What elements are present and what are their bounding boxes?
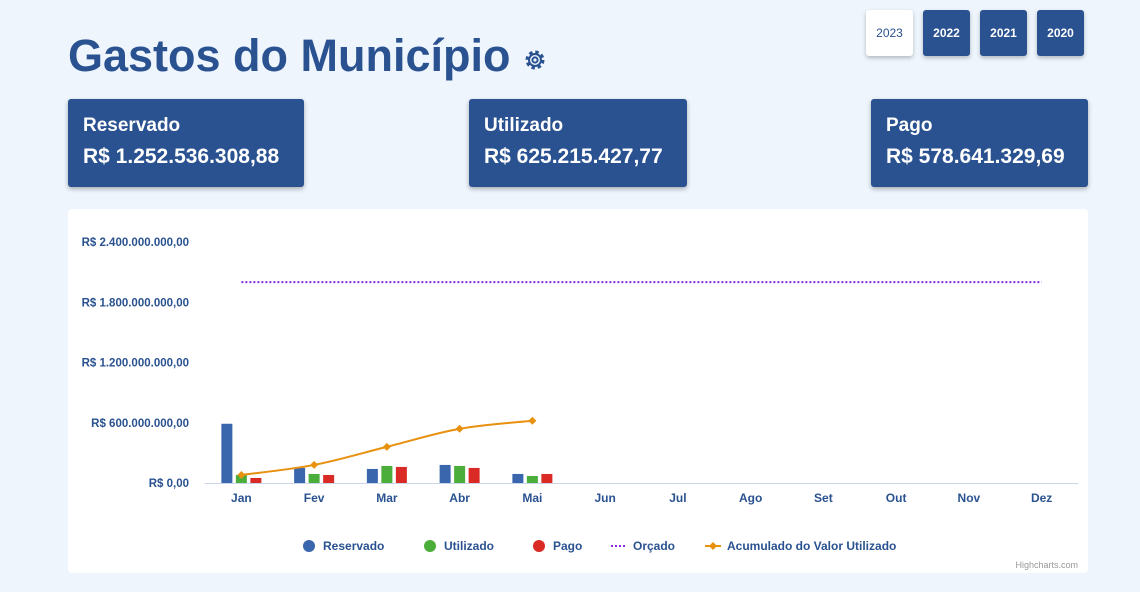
legend-item-reservado[interactable]: Reservado xyxy=(323,539,384,553)
x-tick-label-abr: Abr xyxy=(449,491,470,505)
bar-pago-abr xyxy=(468,467,480,483)
point-acumulado-jan xyxy=(237,470,246,479)
year-button-2020[interactable]: 2020 xyxy=(1037,10,1084,56)
x-tick-label-mai: Mai xyxy=(522,491,542,505)
year-button-2023[interactable]: 2023 xyxy=(866,10,913,56)
bar-reservado-fev xyxy=(294,467,306,483)
legend-symbol-utilizado xyxy=(424,540,436,552)
year-selector: 2023 2022 2021 2020 xyxy=(866,10,1084,56)
bar-utilizado-mai xyxy=(526,475,538,483)
x-tick-label-out: Out xyxy=(886,491,907,505)
bar-reservado-mai xyxy=(512,473,524,483)
point-acumulado-abr xyxy=(455,424,464,433)
legend-item-utilizado[interactable]: Utilizado xyxy=(444,539,494,553)
year-button-2021[interactable]: 2021 xyxy=(980,10,1027,56)
bar-reservado-abr xyxy=(439,464,451,483)
bar-utilizado-mar xyxy=(381,465,393,483)
page-title-text: Gastos do Município xyxy=(68,30,511,81)
legend-item-or-ado[interactable]: Orçado xyxy=(633,539,675,553)
chart-credits: Highcharts.com xyxy=(1015,560,1078,570)
x-tick-label-jan: Jan xyxy=(231,491,252,505)
point-acumulado-mar xyxy=(382,442,391,451)
card-utilizado-label: Utilizado xyxy=(484,115,564,136)
expenses-chart: R$ 0,00 R$ 600.000.000,00 R$ 1.200.000.000… xyxy=(82,237,1078,570)
card-pago: Pago R$ 578.641.329,69 xyxy=(871,99,1088,187)
bar-pago-fev xyxy=(323,474,335,483)
card-pago-label: Pago xyxy=(886,115,933,136)
bar-pago-jan xyxy=(250,477,262,483)
x-tick-label-nov: Nov xyxy=(958,491,981,505)
legend-marker-acumulado-do-valor-utilizado xyxy=(709,542,717,550)
x-tick-label-jun: Jun xyxy=(594,491,615,505)
y-tick-label-3: R$ 1.800.000.000,00 xyxy=(82,297,189,309)
chart-panel: R$ 0,00 R$ 600.000.000,00 R$ 1.200.000.000… xyxy=(68,209,1088,573)
card-pago-value: R$ 578.641.329,69 xyxy=(886,145,1065,168)
legend-symbol-reservado xyxy=(303,540,315,552)
bar-utilizado-abr xyxy=(454,465,466,483)
card-reservado-label: Reservado xyxy=(83,115,181,136)
bar-reservado-jan xyxy=(221,423,233,483)
bar-utilizado-jan xyxy=(235,474,247,483)
y-tick-label-0: R$ 0,00 xyxy=(149,478,189,490)
y-tick-label-1: R$ 600.000.000,00 xyxy=(91,418,189,430)
bar-pago-mar xyxy=(395,466,407,483)
legend-item-pago[interactable]: Pago xyxy=(553,539,582,553)
bar-pago-mai xyxy=(541,473,553,483)
x-tick-label-jul: Jul xyxy=(669,491,686,505)
bar-utilizado-fev xyxy=(308,473,320,483)
card-reservado: Reservado R$ 1.252.536.308,88 xyxy=(68,99,304,187)
x-tick-label-set: Set xyxy=(814,491,833,505)
y-tick-label-2: R$ 1.200.000.000,00 xyxy=(82,358,189,370)
x-tick-label-ago: Ago xyxy=(739,491,762,505)
gear-icon[interactable] xyxy=(523,48,547,72)
page-title: Gastos do Município xyxy=(68,30,547,82)
x-tick-label-mar: Mar xyxy=(376,491,398,505)
x-tick-label-dez: Dez xyxy=(1031,491,1052,505)
legend-item-acumulado-do-valor-utilizado[interactable]: Acumulado do Valor Utilizado xyxy=(727,539,896,553)
card-utilizado-value: R$ 625.215.427,77 xyxy=(484,145,663,168)
legend-symbol-pago xyxy=(533,540,545,552)
point-acumulado-fev xyxy=(310,460,319,469)
card-reservado-value: R$ 1.252.536.308,88 xyxy=(83,145,280,168)
card-utilizado: Utilizado R$ 625.215.427,77 xyxy=(469,99,687,187)
x-tick-label-fev: Fev xyxy=(304,491,325,505)
y-tick-label-4: R$ 2.400.000.000,00 xyxy=(82,237,189,249)
bar-reservado-mar xyxy=(366,468,378,483)
year-button-2022[interactable]: 2022 xyxy=(923,10,970,56)
point-acumulado-mai xyxy=(528,416,537,425)
